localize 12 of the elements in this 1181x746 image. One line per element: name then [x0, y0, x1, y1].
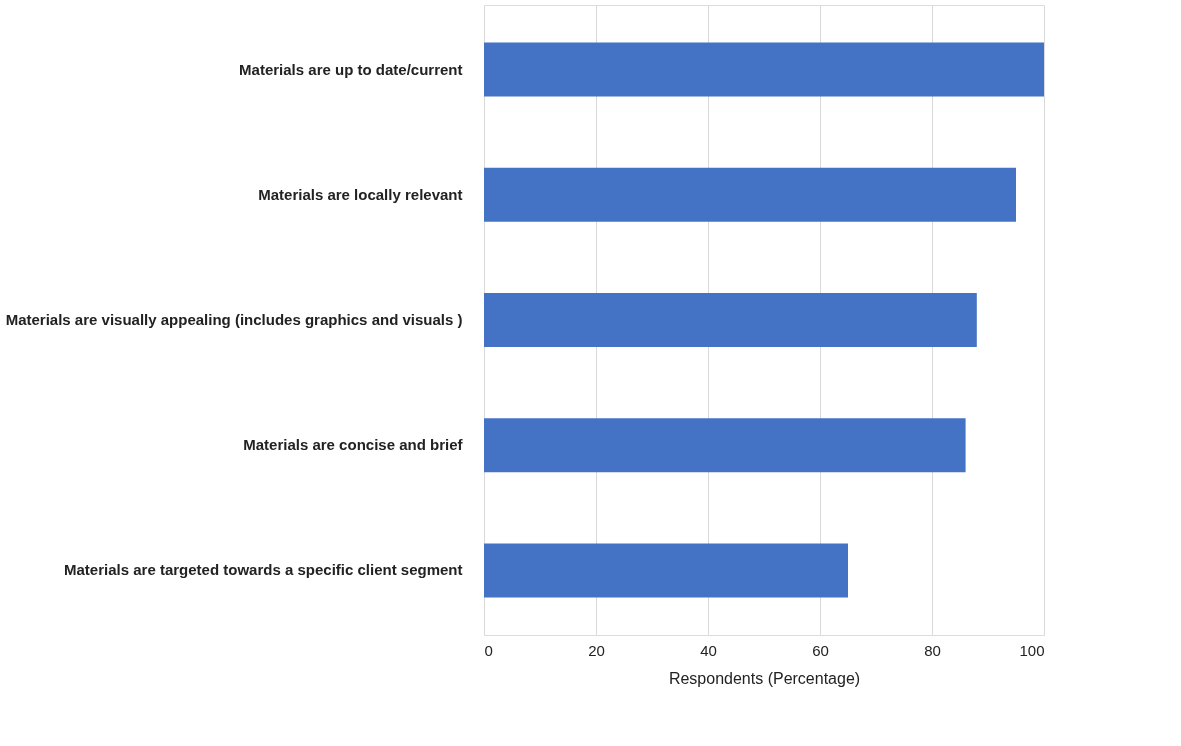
- x-tick-label: 80: [924, 641, 941, 659]
- x-tick-label: 0: [484, 641, 493, 659]
- y-tick-label: Materials are locally relevant: [258, 185, 463, 203]
- y-tick-label: Materials are targeted towards a specific client segment: [64, 561, 463, 579]
- x-tick-label: 60: [812, 641, 829, 659]
- y-tick-label: Materials are concise and brief: [243, 436, 464, 454]
- x-axis-title: Respondents (Percentage): [668, 669, 861, 687]
- x-tick-label: 100: [1019, 641, 1045, 659]
- y-tick-label: Materials are up to date/current: [239, 60, 463, 78]
- x-tick-label: 20: [588, 641, 605, 659]
- y-tick-label: Materials are visually appealing (includes graphics and visuals ): [5, 311, 463, 328]
- x-tick-label: 40: [700, 641, 717, 659]
